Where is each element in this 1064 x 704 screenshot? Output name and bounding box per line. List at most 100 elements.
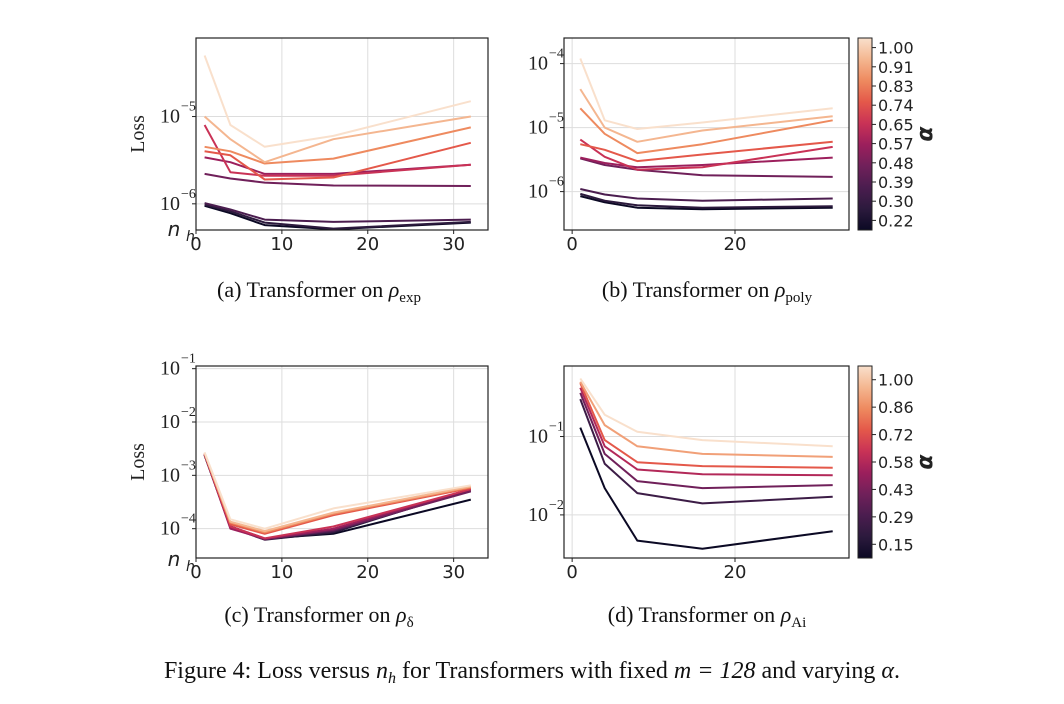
series-line-alpha-0.48 [204,172,471,187]
y-tick-label: 10 [528,504,548,526]
colorbar-tick-label: 0.22 [878,211,914,230]
axes-frame [563,37,850,231]
y-tick-exponent: −2 [549,498,564,513]
y-tick-exponent: −1 [549,420,564,435]
x-tick-label: 10 [270,562,293,583]
x-tick-label: 0 [190,234,201,255]
series-line-alpha-0.22 [580,195,833,211]
x-axis-label-sub: h [186,559,195,575]
y-tick-label: 10 [160,518,180,540]
series-line-alpha-0.65 [579,138,833,171]
y-tick-exponent: −6 [549,175,564,190]
colorbar-tick-label: 0.48 [878,154,914,173]
x-tick-label: 20 [724,234,747,255]
series-line-alpha-0.86 [579,381,833,458]
series-line-alpha-0.39 [204,202,471,223]
colorbar-tick-label: 0.83 [878,77,914,96]
colorbar-tick-label: 0.74 [878,96,914,115]
y-tick-label: 10 [160,106,180,128]
series-line-alpha-0.91 [579,88,833,143]
y-tick-exponent: −1 [181,352,196,367]
colorbar-label: α [913,454,938,470]
x-tick-label: 30 [442,562,465,583]
colorbar [857,37,873,231]
x-tick-label: 20 [724,562,747,583]
series-line-alpha-1 [579,377,833,448]
colorbar-tick-label: 0.65 [878,115,914,134]
x-axis-label: n [168,547,181,571]
x-tick-label: 20 [356,234,379,255]
series-line-alpha-0.65 [203,124,471,177]
series-line-alpha-0.91 [203,115,471,164]
series-line-alpha-0.58 [579,387,833,477]
colorbar-tick-label: 0.58 [878,453,914,472]
y-tick-label: 10 [528,53,548,75]
y-tick-label: 10 [528,117,548,139]
subcaption-c: (c) Transformer on ρδ [224,602,413,631]
colorbar-tick-label: 0.43 [878,480,914,499]
y-axis-label: Loss [127,115,149,153]
y-tick-exponent: −4 [549,47,564,62]
subcaption-b: (b) Transformer on ρpoly [602,277,813,306]
colorbar-label: α [913,126,938,142]
y-tick-exponent: −2 [181,405,196,420]
y-tick-label: 10 [160,358,180,380]
y-tick-exponent: −5 [181,100,196,115]
colorbar-tick-label: 0.72 [878,426,914,445]
x-tick-label: 0 [566,234,577,255]
axes-frame [563,365,850,559]
axes-frame [195,365,489,559]
series-line-alpha-0.83 [579,107,833,155]
x-tick-label: 30 [442,234,465,255]
colorbar-tick-label: 0.30 [878,192,914,211]
colorbar-tick-label: 0.29 [878,508,914,527]
colorbar-tick-label: 0.86 [878,398,914,417]
y-tick-exponent: −5 [549,111,564,126]
y-tick-exponent: −6 [181,187,196,202]
series-line-alpha-0.72 [579,382,833,469]
series-line-alpha-0.15 [579,427,833,550]
y-tick-label: 10 [160,464,180,486]
figure-caption: Figure 4: Loss versus nh for Transformer… [164,658,900,687]
x-tick-label: 20 [356,562,379,583]
colorbar-tick-label: 1.00 [878,39,914,58]
series-line-alpha-0.29 [579,398,833,505]
series-line-alpha-0.43 [579,392,833,490]
subcaption-d: (d) Transformer on ρAi [608,602,807,631]
colorbar-tick-label: 1.00 [878,371,914,390]
x-axis-label-sub: h [186,229,195,245]
y-tick-exponent: −3 [181,458,196,473]
x-axis-label: n [168,217,181,241]
x-tick-label: 0 [190,562,201,583]
series-line-alpha-0.74 [580,140,833,163]
series-line-alpha-0.39 [580,188,833,202]
series-line-alpha-0.3 [204,203,471,230]
colorbar [857,365,873,559]
y-tick-exponent: −4 [181,512,196,527]
colorbar-tick-label: 0.15 [878,535,914,554]
y-tick-label: 10 [160,411,180,433]
colorbar-tick-label: 0.39 [878,173,914,192]
series-line-alpha-0.3 [580,192,833,209]
series-line-alpha-0.74 [204,141,472,181]
subcaption-a: (a) Transformer on ρexp [217,277,421,306]
x-tick-label: 0 [566,562,577,583]
series-line-alpha-0.57 [580,156,833,169]
series-line-alpha-0.57 [204,156,471,175]
axes-frame [195,37,489,231]
x-tick-label: 10 [270,234,293,255]
series-line-alpha-0.83 [204,126,472,165]
y-tick-label: 10 [528,181,548,203]
y-tick-label: 10 [528,426,548,448]
series-line-alpha-1 [203,55,472,148]
colorbar-tick-label: 0.91 [878,58,914,77]
series-line-alpha-1 [203,451,471,530]
y-axis-label: Loss [127,443,149,481]
series-line-alpha-1 [579,58,833,130]
y-tick-label: 10 [160,193,180,215]
